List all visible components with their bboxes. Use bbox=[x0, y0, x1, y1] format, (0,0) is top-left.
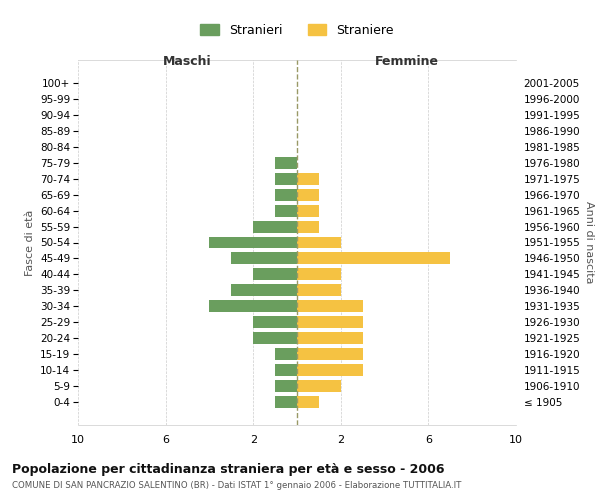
Bar bbox=[275, 364, 297, 376]
Bar bbox=[297, 204, 319, 216]
Bar bbox=[297, 380, 341, 392]
Bar bbox=[275, 348, 297, 360]
Bar bbox=[297, 252, 450, 264]
Bar bbox=[297, 268, 341, 280]
Bar bbox=[232, 252, 297, 264]
Legend: Stranieri, Straniere: Stranieri, Straniere bbox=[195, 19, 399, 42]
Bar bbox=[297, 188, 319, 200]
Bar bbox=[297, 332, 362, 344]
Bar bbox=[253, 220, 297, 232]
Bar bbox=[253, 316, 297, 328]
Bar bbox=[297, 316, 362, 328]
Bar bbox=[297, 396, 319, 408]
Bar bbox=[275, 396, 297, 408]
Bar bbox=[275, 156, 297, 168]
Bar bbox=[275, 188, 297, 200]
Text: COMUNE DI SAN PANCRAZIO SALENTINO (BR) - Dati ISTAT 1° gennaio 2006 - Elaborazio: COMUNE DI SAN PANCRAZIO SALENTINO (BR) -… bbox=[12, 481, 461, 490]
Bar bbox=[297, 172, 319, 184]
Y-axis label: Fasce di età: Fasce di età bbox=[25, 210, 35, 276]
Bar bbox=[275, 172, 297, 184]
Bar bbox=[297, 300, 362, 312]
Bar bbox=[275, 204, 297, 216]
Text: Popolazione per cittadinanza straniera per età e sesso - 2006: Popolazione per cittadinanza straniera p… bbox=[12, 462, 445, 475]
Bar bbox=[297, 364, 362, 376]
Text: Femmine: Femmine bbox=[374, 55, 439, 68]
Bar bbox=[209, 236, 297, 248]
Y-axis label: Anni di nascita: Anni di nascita bbox=[584, 201, 594, 284]
Bar bbox=[253, 268, 297, 280]
Bar bbox=[209, 300, 297, 312]
Bar bbox=[297, 284, 341, 296]
Bar bbox=[253, 332, 297, 344]
Bar bbox=[232, 284, 297, 296]
Bar bbox=[297, 348, 362, 360]
Bar bbox=[275, 380, 297, 392]
Text: Maschi: Maschi bbox=[163, 55, 212, 68]
Bar bbox=[297, 220, 319, 232]
Bar bbox=[297, 236, 341, 248]
